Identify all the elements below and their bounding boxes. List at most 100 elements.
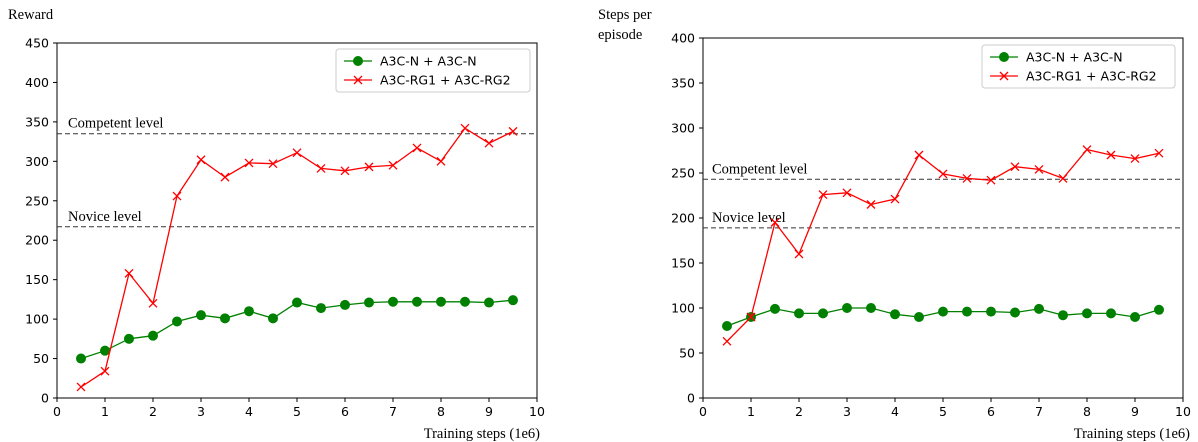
data-point (722, 321, 732, 331)
x-tick-label: 5 (293, 404, 301, 419)
y-axis-label: Reward (8, 7, 54, 23)
legend: A3C-N + A3C-N A3C-RG1 + A3C-RG2 (335, 48, 531, 93)
data-point (962, 173, 972, 183)
data-point (100, 345, 110, 356)
x-tick-label: 7 (1035, 404, 1043, 419)
y-tick-label: 200 (25, 233, 49, 248)
x-axis-label: Training steps (1e6) (1074, 426, 1190, 442)
legend-label: A3C-RG1 + A3C-RG2 (1026, 69, 1157, 84)
data-point-stroke-b (746, 312, 756, 322)
data-point (1154, 148, 1164, 158)
y-axis-label: episode (598, 27, 642, 43)
data-point (794, 249, 804, 259)
data-point (842, 303, 852, 313)
data-point-stroke-b (436, 156, 446, 166)
x-tick-label: 1 (747, 404, 755, 419)
data-point-stroke-b (460, 123, 470, 133)
data-point (388, 160, 398, 170)
reference-line-label: Competent level (68, 116, 163, 132)
y-tick-label: 350 (25, 114, 49, 129)
legend-label: A3C-RG1 + A3C-RG2 (380, 73, 511, 88)
data-point-stroke-b (340, 166, 350, 176)
data-point (76, 353, 86, 364)
legend-swatch-marker (353, 75, 363, 85)
x-tick-label: 3 (197, 404, 205, 419)
data-point (794, 308, 804, 319)
x-tick-label: 4 (891, 404, 899, 419)
data-point-stroke-b (866, 200, 876, 209)
x-tick-label: 8 (1083, 404, 1091, 419)
legend-box (335, 48, 531, 93)
y-tick-label: 100 (671, 301, 695, 316)
y-tick-label: 400 (25, 75, 49, 90)
data-point (340, 166, 350, 176)
data-point (268, 159, 278, 169)
series-line (80, 127, 514, 388)
data-point-stroke-b (842, 188, 852, 198)
data-point-stroke-b (76, 382, 86, 392)
data-point (124, 333, 134, 344)
data-point (196, 310, 206, 321)
x-tick-label: 0 (699, 404, 707, 419)
data-point (76, 382, 86, 392)
x-tick-label: 7 (389, 404, 397, 419)
data-point-stroke-b (1034, 164, 1044, 174)
data-point (292, 148, 302, 158)
data-point (508, 295, 518, 306)
data-point-stroke-b (1130, 154, 1140, 164)
data-point (316, 303, 326, 314)
chart-reward: 0 1 2 3 4 5 6 7 8 9 10050100150200250300350400450R… (8, 7, 545, 442)
y-tick-label: 50 (33, 351, 49, 366)
y-tick-label: 100 (25, 312, 49, 327)
y-tick-label: 250 (671, 166, 695, 181)
data-point-stroke-b (172, 191, 182, 201)
data-point-stroke-b (986, 175, 996, 185)
data-point (1154, 304, 1164, 315)
data-point-stroke-b (484, 138, 494, 148)
data-point-stroke-b (794, 249, 804, 259)
legend-swatch-marker (999, 71, 1009, 81)
data-point-stroke-b (722, 336, 732, 346)
data-point (1106, 150, 1116, 160)
data-point (244, 158, 254, 168)
data-point-stroke-b (1058, 173, 1068, 183)
data-point (460, 123, 470, 133)
data-point (388, 296, 398, 307)
data-point (914, 150, 924, 160)
data-point-stroke-b (268, 159, 278, 169)
x-tick-label: 9 (485, 404, 493, 419)
data-point (220, 172, 230, 182)
data-point (340, 299, 350, 310)
data-point (842, 188, 852, 198)
chart-steps-per-episode: 0 1 2 3 4 5 6 7 8 9 10050100150200250300350400Step… (598, 7, 1191, 442)
data-point (460, 296, 470, 307)
data-point (484, 297, 494, 308)
x-tick-label: 10 (529, 404, 545, 419)
data-point-stroke-b (818, 190, 828, 200)
data-point (770, 303, 780, 314)
data-point-stroke-b (1010, 162, 1020, 172)
data-point (938, 169, 948, 179)
data-point (292, 297, 302, 308)
data-point (220, 313, 230, 324)
legend-swatch-marker-stroke-b (353, 75, 363, 85)
data-point-stroke-b (962, 173, 972, 183)
data-point-stroke-b (412, 143, 422, 153)
data-point (436, 156, 446, 166)
y-tick-label: 150 (25, 272, 49, 287)
legend-swatch-marker (353, 56, 363, 66)
data-point-stroke-b (220, 172, 230, 182)
y-tick-label: 200 (671, 211, 695, 226)
x-tick-label: 8 (437, 404, 445, 419)
y-axis-label: Steps per (598, 7, 652, 23)
data-point (484, 138, 494, 148)
data-point-stroke-b (914, 150, 924, 160)
data-point (890, 194, 900, 204)
data-point (1130, 312, 1140, 322)
reference-line-label: Novice level (712, 210, 786, 226)
data-point (962, 306, 972, 317)
data-point-stroke-b (292, 148, 302, 158)
data-point-stroke-b (770, 218, 780, 227)
y-tick-label: 300 (671, 121, 695, 136)
y-tick-label: 0 (687, 391, 695, 406)
